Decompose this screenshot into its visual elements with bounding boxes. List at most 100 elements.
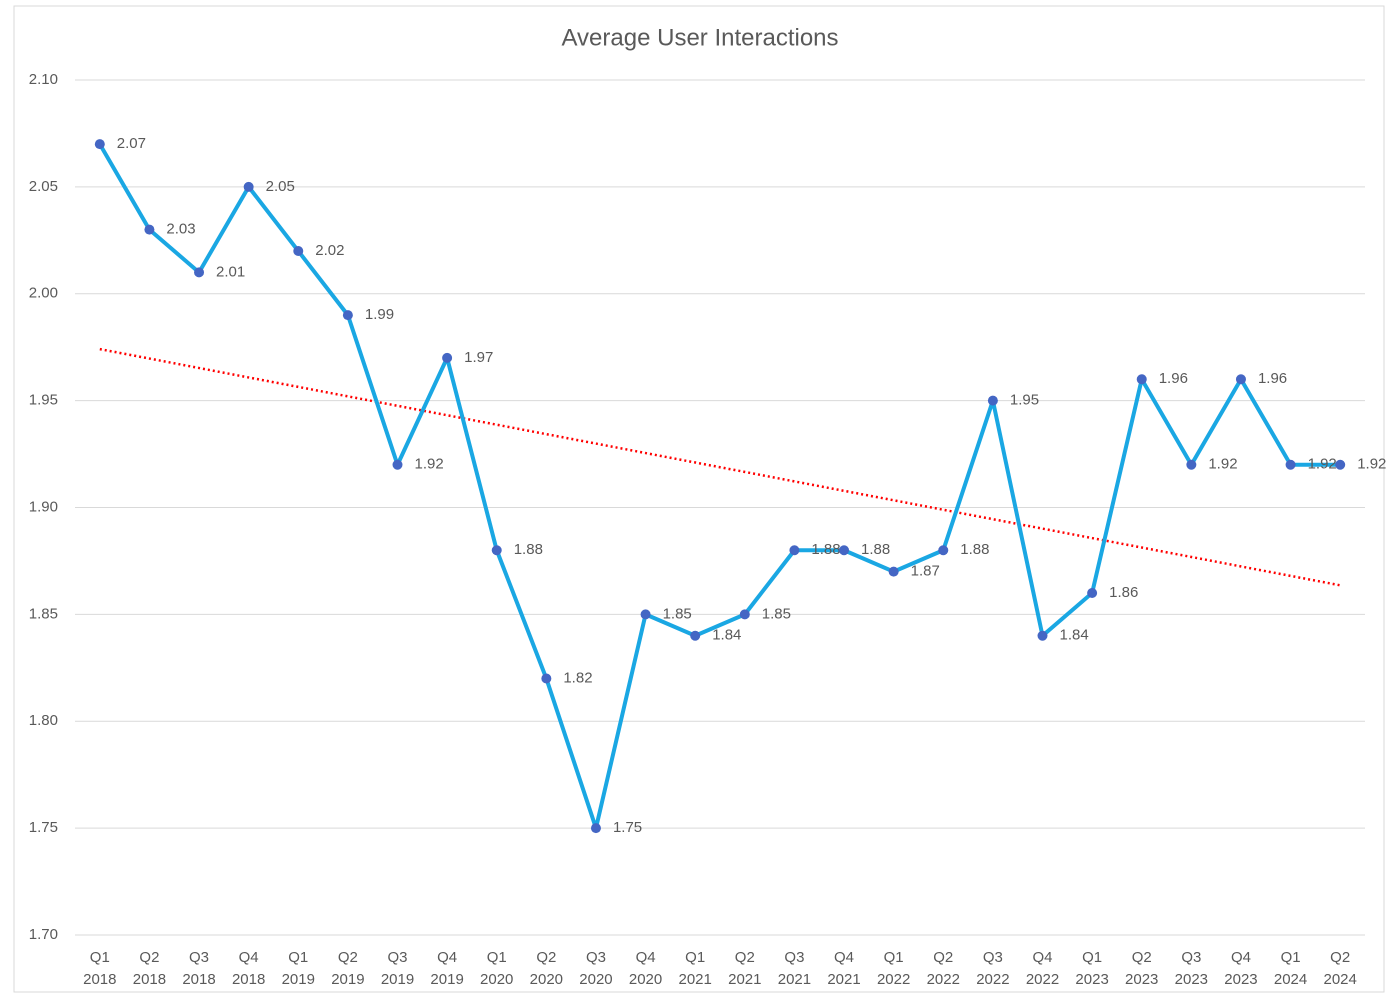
x-tick-label: Q1 <box>1281 949 1301 966</box>
x-tick-label: 2023 <box>1175 971 1208 988</box>
x-tick-label: 2023 <box>1224 971 1257 988</box>
data-label: 1.96 <box>1159 370 1188 387</box>
data-point <box>442 352 453 363</box>
x-tick-label: 2023 <box>1125 971 1158 988</box>
data-label: 2.02 <box>315 242 344 259</box>
data-label: 2.07 <box>117 135 146 152</box>
x-tick-label: Q4 <box>834 949 854 966</box>
data-point <box>789 545 800 556</box>
data-line <box>98 143 1341 831</box>
data-label: 1.88 <box>861 541 890 558</box>
x-tick-label: Q4 <box>239 949 259 966</box>
data-label: 1.92 <box>1357 456 1386 473</box>
x-tick-label: 2019 <box>381 971 414 988</box>
data-point <box>342 310 353 321</box>
data-label: 1.88 <box>960 541 989 558</box>
trendline <box>99 347 1341 587</box>
data-point <box>293 246 304 256</box>
y-tick-label: 1.95 <box>29 392 58 409</box>
data-label: 1.82 <box>563 669 592 686</box>
x-tick-label: 2019 <box>331 971 364 988</box>
y-tick-label: 1.90 <box>29 498 58 515</box>
x-tick-label: 2018 <box>232 971 265 988</box>
data-point <box>938 545 949 556</box>
data-label: 1.95 <box>1010 392 1039 409</box>
x-tick-label: Q3 <box>784 949 804 966</box>
x-tick-label: 2019 <box>282 971 315 988</box>
y-tick-label: 1.70 <box>29 926 58 943</box>
x-tick-label: 2020 <box>629 971 662 988</box>
x-tick-label: 2021 <box>778 971 811 988</box>
x-tick-label: Q4 <box>437 949 457 966</box>
data-point <box>144 224 155 235</box>
x-tick-label: 2021 <box>728 971 761 988</box>
data-label: 1.75 <box>613 819 642 836</box>
x-tick-label: 2022 <box>877 971 910 988</box>
data-point <box>243 181 254 192</box>
x-tick-label: Q4 <box>636 949 656 966</box>
data-point <box>94 139 105 150</box>
x-tick-label: Q1 <box>1082 949 1102 966</box>
data-label: 1.92 <box>1208 456 1237 473</box>
data-point <box>194 267 205 278</box>
data-label: 2.01 <box>216 263 245 280</box>
x-tick-label: Q2 <box>338 949 358 966</box>
chart-border <box>13 5 1385 993</box>
data-point <box>1186 459 1197 470</box>
x-tick-label: Q3 <box>586 949 606 966</box>
x-tick-label: Q3 <box>983 949 1003 966</box>
x-tick-label: 2022 <box>1026 971 1059 988</box>
data-point <box>491 545 502 556</box>
x-tick-label: 2024 <box>1274 971 1307 988</box>
x-tick-label: 2022 <box>976 971 1009 988</box>
x-tick-label: Q2 <box>1330 949 1350 966</box>
x-tick-label: 2018 <box>182 971 215 988</box>
x-tick-label: 2019 <box>430 971 463 988</box>
x-tick-label: 2024 <box>1324 971 1357 988</box>
x-tick-label: Q1 <box>288 949 308 966</box>
data-point <box>1037 630 1048 641</box>
y-tick-label: 1.75 <box>29 819 58 836</box>
x-tick-label: Q4 <box>1032 949 1052 966</box>
data-label: 1.84 <box>712 627 741 644</box>
y-tick-label: 1.80 <box>29 712 58 729</box>
data-point <box>640 609 651 620</box>
x-tick-label: Q4 <box>1231 949 1251 966</box>
x-tick-label: Q3 <box>1181 949 1201 966</box>
x-tick-label: Q1 <box>487 949 507 966</box>
data-label: 1.87 <box>911 563 940 580</box>
x-tick-label: Q2 <box>735 949 755 966</box>
data-point <box>839 545 850 556</box>
data-label: 1.96 <box>1258 370 1287 387</box>
x-tick-label: Q1 <box>90 949 110 966</box>
data-label: 1.92 <box>1308 456 1337 473</box>
data-point <box>690 630 701 641</box>
y-tick-label: 1.85 <box>29 605 58 622</box>
x-tick-label: 2018 <box>133 971 166 988</box>
data-label: 1.86 <box>1109 584 1138 601</box>
chart-title: Average User Interactions <box>561 24 838 51</box>
x-tick-label: 2018 <box>83 971 116 988</box>
data-label: 1.88 <box>514 541 543 558</box>
data-label: 1.85 <box>663 605 692 622</box>
data-point <box>739 609 750 620</box>
x-tick-label: Q3 <box>387 949 407 966</box>
x-tick-label: 2021 <box>827 971 860 988</box>
data-label: 1.97 <box>464 349 493 366</box>
data-point <box>1335 459 1346 470</box>
data-label: 1.88 <box>811 541 840 558</box>
data-point <box>1285 459 1296 470</box>
x-tick-label: 2020 <box>480 971 513 988</box>
data-label: 1.99 <box>365 306 394 323</box>
data-point <box>1235 374 1246 385</box>
data-point <box>1136 374 1147 385</box>
data-label: 1.85 <box>762 605 791 622</box>
x-tick-label: Q2 <box>139 949 159 966</box>
x-tick-label: 2020 <box>579 971 612 988</box>
x-tick-label: 2020 <box>530 971 563 988</box>
x-tick-label: 2021 <box>679 971 712 988</box>
data-point <box>1087 588 1098 598</box>
x-tick-label: Q3 <box>189 949 209 966</box>
